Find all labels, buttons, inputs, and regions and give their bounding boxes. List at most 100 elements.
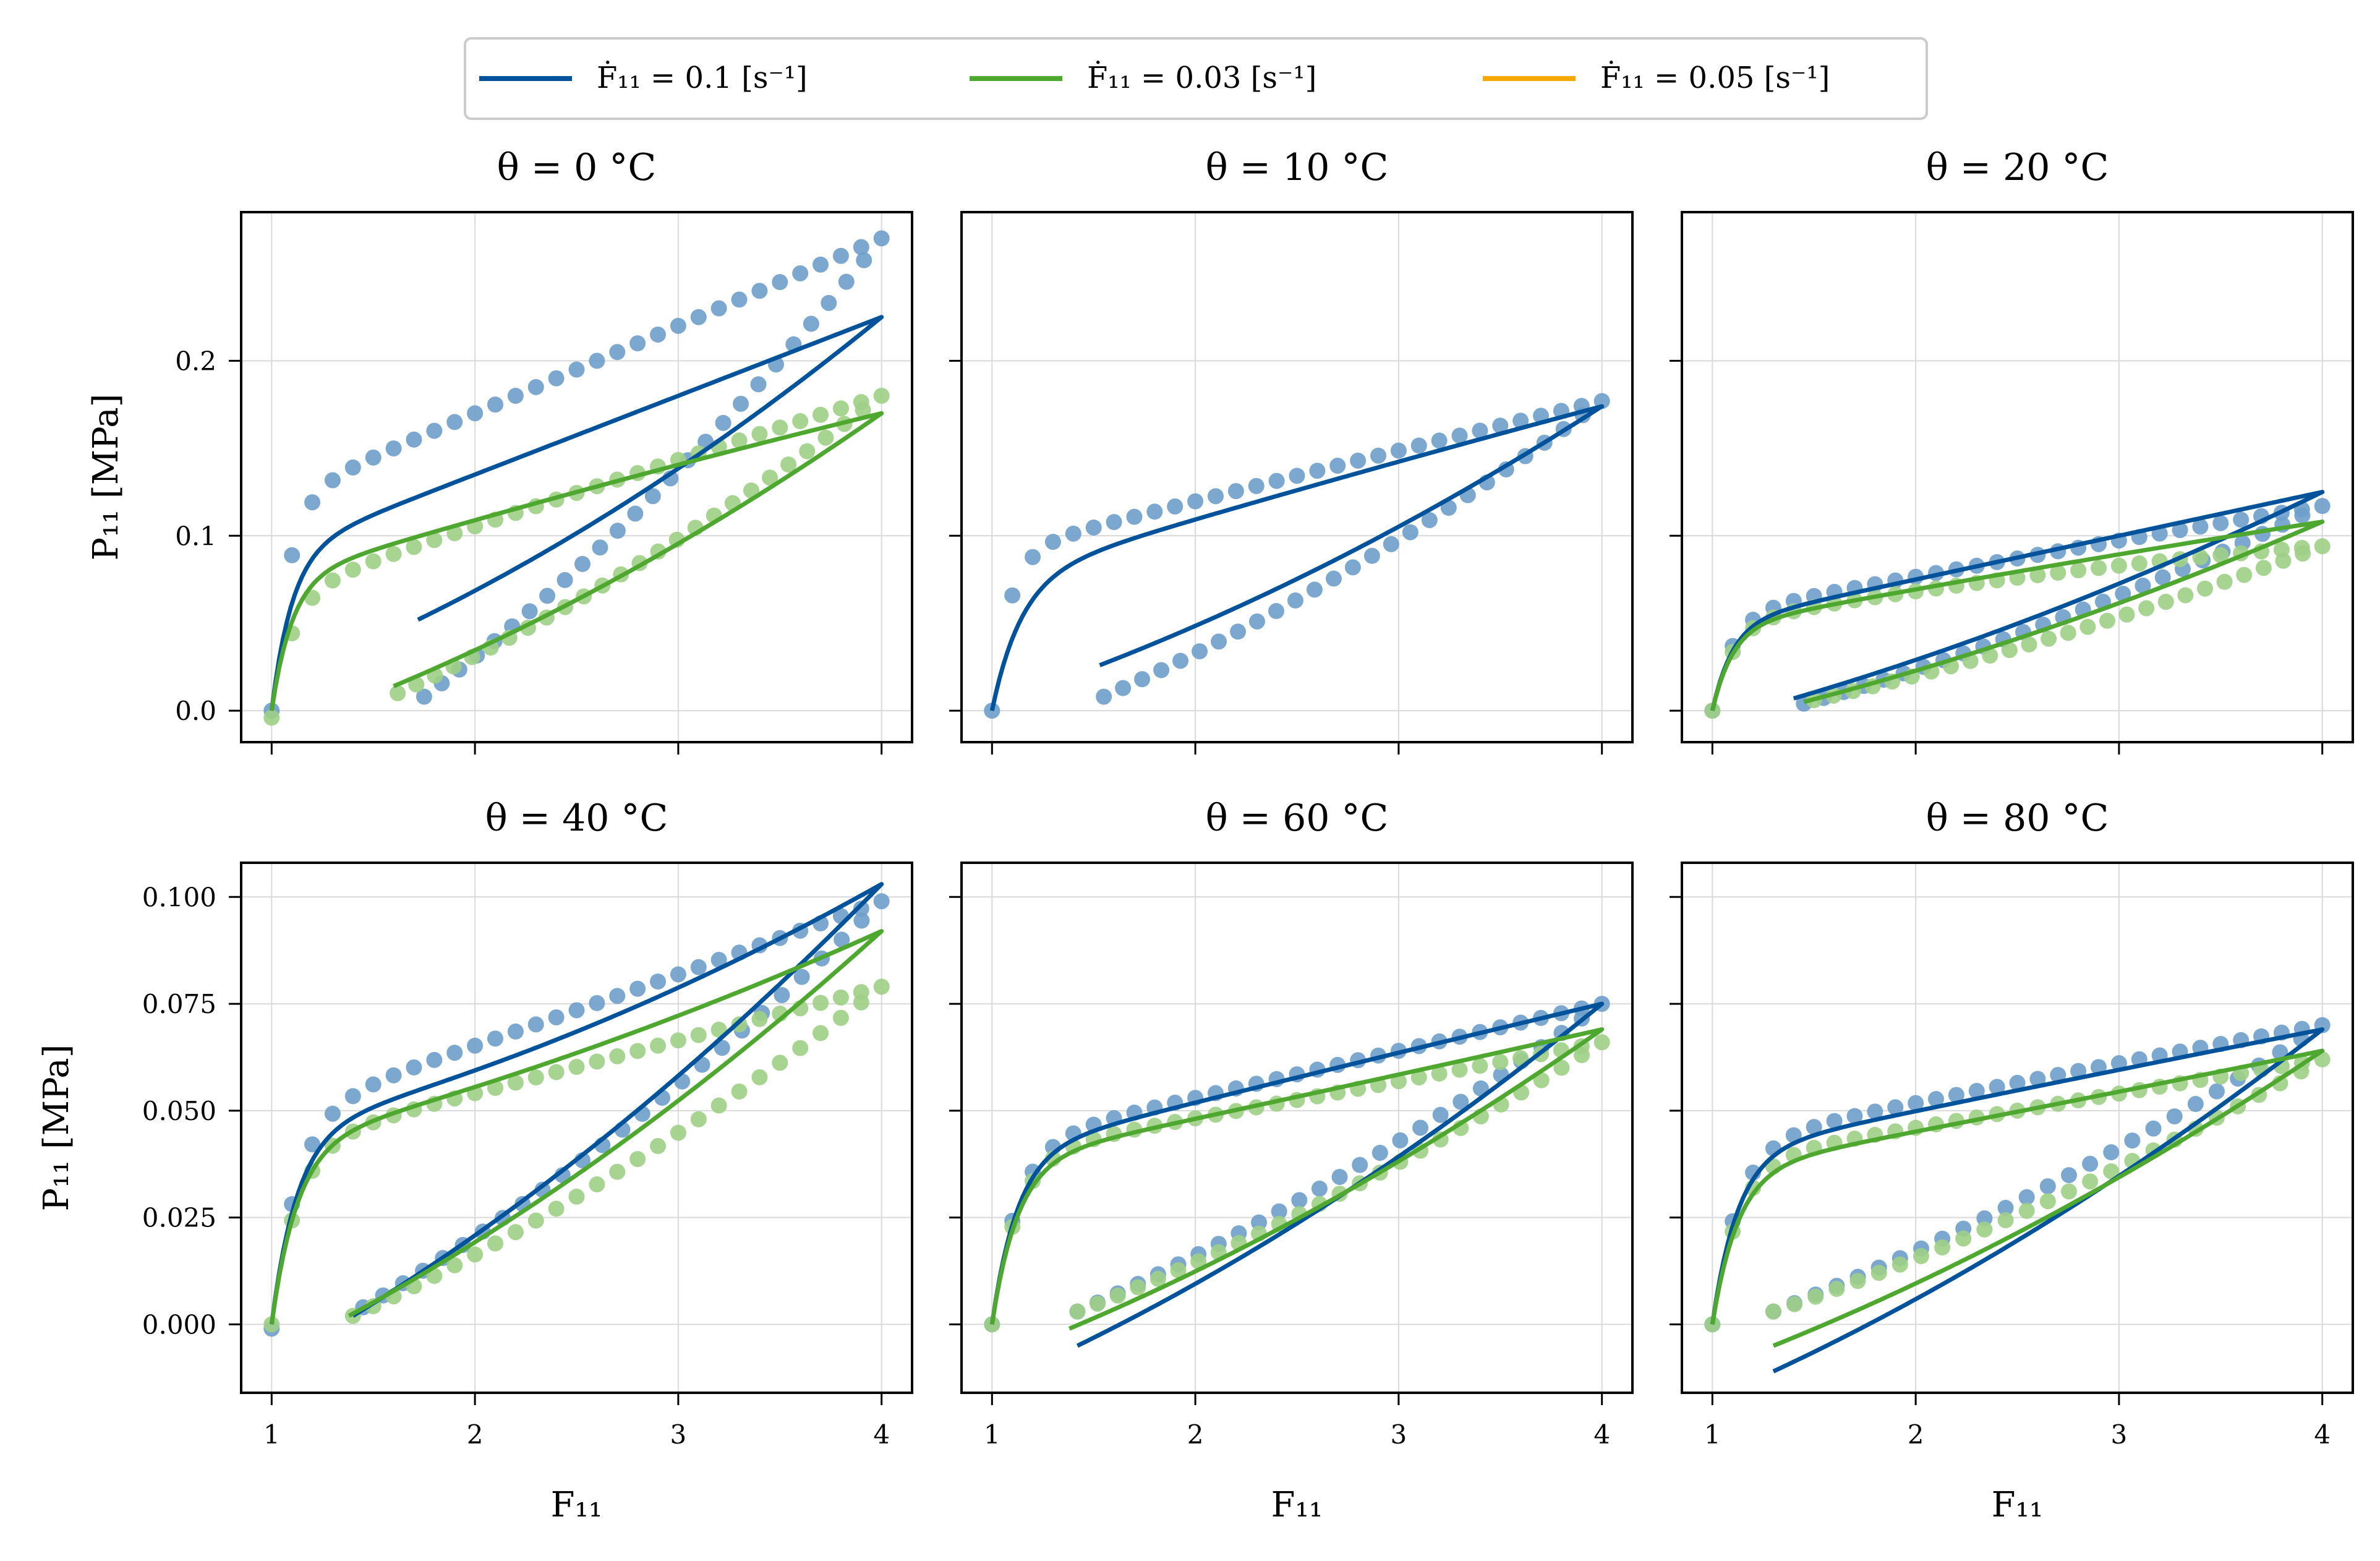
data-point	[2294, 507, 2311, 524]
data-point	[2212, 547, 2229, 563]
data-point	[304, 1136, 321, 1153]
y-tick: 0.000	[142, 1309, 241, 1340]
plot-content	[263, 882, 890, 1337]
data-point	[1806, 1119, 1822, 1135]
data-point	[650, 1037, 667, 1054]
data-point	[609, 1163, 626, 1180]
data-point	[1025, 549, 1041, 565]
panel-2: θ = 20 °C	[1670, 146, 2354, 755]
x-tick: 3	[1391, 1393, 1407, 1450]
data-point	[1090, 1295, 1106, 1312]
data-point	[2135, 577, 2151, 594]
data-point	[1593, 1034, 1610, 1051]
data-point	[1574, 1047, 1590, 1064]
data-point	[1826, 1113, 1843, 1129]
data-point	[2145, 1120, 2162, 1137]
data-point	[2154, 569, 2171, 586]
data-point	[731, 432, 748, 449]
model-curve	[989, 1027, 1605, 1331]
data-point	[832, 1009, 849, 1026]
axes-frame	[240, 211, 913, 743]
data-point	[2131, 555, 2148, 572]
data-point	[2029, 1071, 2046, 1087]
data-point	[1870, 1265, 1887, 1281]
data-point	[487, 396, 503, 413]
data-point	[690, 959, 707, 975]
data-point	[263, 1316, 280, 1333]
x-tick: 2	[1908, 1393, 1924, 1450]
data-point	[1187, 493, 1204, 510]
data-point	[284, 547, 301, 563]
data-point	[1371, 1144, 1388, 1161]
data-point	[2021, 636, 2037, 653]
data-point	[1251, 1214, 1268, 1231]
data-point	[792, 265, 809, 281]
data-point	[2079, 618, 2096, 635]
data-point	[1085, 519, 1102, 536]
data-point	[1402, 524, 1418, 541]
data-point	[1192, 643, 1208, 660]
data-point	[416, 688, 432, 705]
data-point	[1452, 1093, 1469, 1110]
data-point	[2118, 606, 2135, 623]
data-point	[1867, 1103, 1883, 1120]
data-point	[751, 1069, 768, 1085]
data-point	[507, 1023, 524, 1040]
data-point	[507, 387, 524, 404]
data-point	[2039, 1178, 2056, 1195]
data-point	[772, 1054, 788, 1071]
data-point	[670, 1032, 686, 1049]
data-point	[710, 952, 727, 969]
data-point	[2060, 1167, 2077, 1184]
data-point	[1311, 1180, 1328, 1197]
data-point	[821, 294, 837, 311]
data-point	[1451, 427, 1468, 444]
x-tick-label: 1	[1704, 1419, 1721, 1450]
data-point	[324, 1105, 341, 1122]
x-tick-label: 4	[2314, 1419, 2331, 1450]
data-point	[2099, 612, 2115, 629]
data-point	[733, 395, 749, 412]
data-point	[1392, 1132, 1409, 1148]
data-point	[1512, 1050, 1529, 1066]
x-axis-label: F₁₁	[1992, 1485, 2044, 1525]
data-point	[467, 405, 484, 422]
axes-frame	[1681, 862, 2354, 1394]
data-point	[507, 1224, 524, 1241]
x-axis-label: F₁₁	[551, 1485, 603, 1525]
data-point	[853, 900, 869, 917]
data-point	[507, 1074, 524, 1091]
data-point	[527, 1069, 544, 1086]
data-point	[629, 1151, 646, 1168]
data-point	[1287, 592, 1303, 609]
panel-title: θ = 60 °C	[1206, 797, 1389, 840]
plot-content	[263, 230, 890, 726]
data-point	[1492, 417, 1509, 434]
data-point	[592, 539, 608, 556]
data-point	[406, 1059, 422, 1076]
data-point	[2208, 1083, 2225, 1100]
data-point	[574, 555, 591, 572]
x-tick-label: 2	[1187, 1419, 1204, 1450]
data-point	[813, 1025, 829, 1041]
legend-label: Ḟ₁₁ = 0.1 [s⁻¹]	[597, 60, 808, 95]
data-point	[2192, 549, 2209, 565]
data-point	[629, 335, 646, 352]
data-point	[2212, 515, 2229, 531]
data-point	[690, 1111, 707, 1127]
data-point	[853, 912, 870, 929]
data-point	[1913, 1247, 1929, 1264]
data-point	[1331, 1168, 1348, 1185]
model-curve	[989, 1001, 1605, 1348]
data-point	[1908, 1095, 1924, 1111]
data-point	[1472, 1058, 1488, 1074]
data-point	[344, 562, 361, 578]
data-point	[2001, 642, 2018, 659]
data-point	[446, 1257, 463, 1273]
data-point	[467, 1037, 484, 1054]
data-point	[1472, 422, 1488, 439]
data-point	[834, 931, 850, 948]
data-point	[762, 469, 778, 486]
data-point	[2166, 1108, 2183, 1125]
